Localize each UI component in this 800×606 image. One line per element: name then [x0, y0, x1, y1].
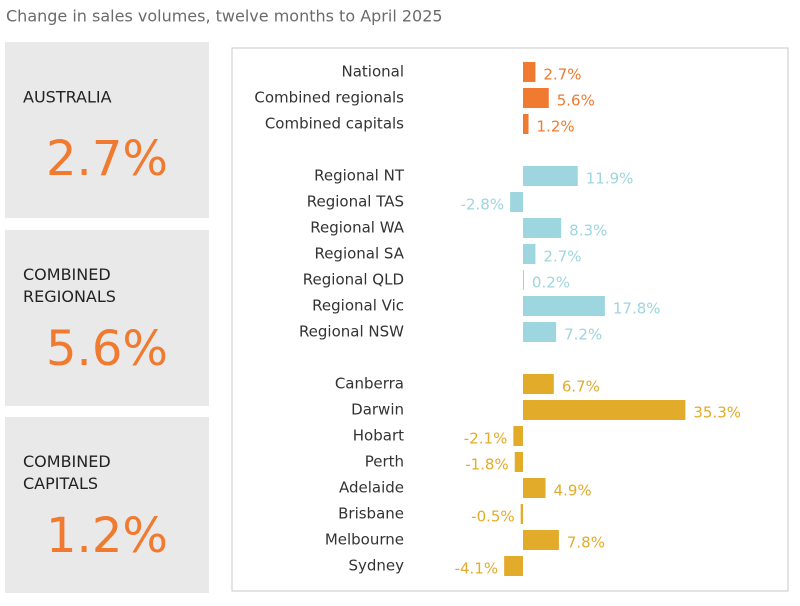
summary-label: COMBINED CAPITALS	[23, 452, 111, 493]
value-label: 2.7%	[543, 66, 581, 84]
summary-value: 2.7%	[46, 131, 168, 187]
bar	[523, 114, 529, 134]
bar	[520, 504, 523, 524]
bar	[523, 166, 578, 186]
category-label: Brisbane	[338, 505, 404, 523]
bar	[514, 452, 523, 472]
category-label: Combined capitals	[265, 115, 404, 133]
value-label: 7.2%	[564, 326, 602, 344]
bar	[523, 478, 546, 498]
bar	[523, 218, 562, 238]
category-label: Hobart	[353, 427, 404, 445]
bar	[510, 192, 523, 212]
value-label: -0.5%	[471, 508, 515, 526]
panel	[231, 47, 789, 592]
category-label: Combined regionals	[254, 89, 404, 107]
value-label: 1.2%	[537, 118, 575, 136]
category-label: Regional WA	[310, 219, 404, 237]
value-label: 4.9%	[554, 482, 592, 500]
category-label: Regional SA	[314, 245, 404, 263]
bar	[523, 244, 536, 264]
value-label: 35.3%	[693, 404, 741, 422]
bar	[523, 270, 524, 290]
value-label: -4.1%	[455, 560, 499, 578]
value-label: 6.7%	[562, 378, 600, 396]
category-label: Regional NSW	[299, 323, 404, 341]
bar	[523, 530, 559, 550]
summary-box	[5, 230, 209, 406]
category-label: Regional Vic	[312, 297, 404, 315]
bar	[513, 426, 523, 446]
value-label: 5.6%	[557, 92, 595, 110]
category-label: Darwin	[351, 401, 404, 419]
summary-label: AUSTRALIA	[23, 88, 112, 107]
value-label: 11.9%	[586, 170, 634, 188]
bar	[523, 296, 605, 316]
bar	[523, 374, 554, 394]
category-label: Sydney	[348, 557, 404, 575]
value-label: 8.3%	[569, 222, 607, 240]
bar	[504, 556, 523, 576]
bar	[523, 322, 557, 342]
category-label: Melbourne	[325, 531, 404, 549]
category-label: Canberra	[335, 375, 404, 393]
summary-label: COMBINED REGIONALS	[23, 265, 116, 306]
bar	[523, 62, 536, 82]
bar	[523, 88, 549, 108]
category-label: National	[341, 63, 404, 81]
value-label: -1.8%	[465, 456, 509, 474]
category-label: Regional QLD	[303, 271, 404, 289]
value-label: -2.8%	[461, 196, 505, 214]
title: Change in sales volumes, twelve months t…	[6, 7, 443, 26]
bar	[523, 400, 686, 420]
category-label: Adelaide	[339, 479, 404, 497]
summary-box	[5, 42, 209, 218]
category-label: Regional TAS	[307, 193, 404, 211]
summary-value: 5.6%	[46, 321, 168, 377]
category-label: Regional NT	[314, 167, 405, 185]
summary-box	[5, 417, 209, 593]
value-label: 2.7%	[543, 248, 581, 266]
value-label: -2.1%	[464, 430, 508, 448]
category-label: Perth	[365, 453, 404, 471]
value-label: 0.2%	[532, 274, 570, 292]
summary-value: 1.2%	[46, 508, 168, 564]
value-label: 7.8%	[567, 534, 605, 552]
value-label: 17.8%	[613, 300, 661, 318]
